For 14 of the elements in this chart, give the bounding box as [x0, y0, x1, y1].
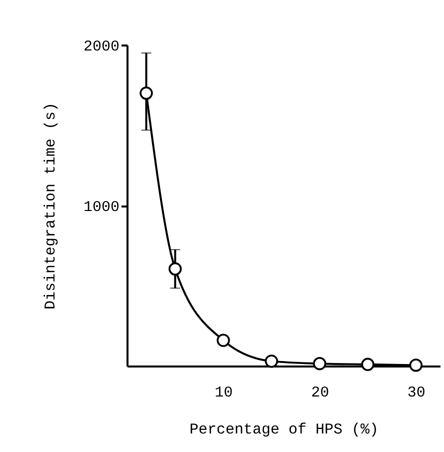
y-tick-label: 1000: [83, 199, 120, 216]
x-tick-label: 30: [407, 384, 426, 402]
x-tick-label: 10: [214, 384, 233, 402]
y-axis-title: Disintegration time (s): [42, 102, 60, 310]
point: [216, 334, 230, 347]
point: [168, 262, 182, 276]
x-tick-label: 20: [311, 384, 330, 402]
point: [140, 86, 153, 100]
point: [264, 354, 278, 368]
y-tick-label: 2000: [83, 38, 120, 56]
point: [409, 358, 423, 372]
point: [313, 357, 326, 370]
x-axis-title: Percentage of HPS (%): [189, 422, 379, 438]
point: [361, 358, 374, 371]
